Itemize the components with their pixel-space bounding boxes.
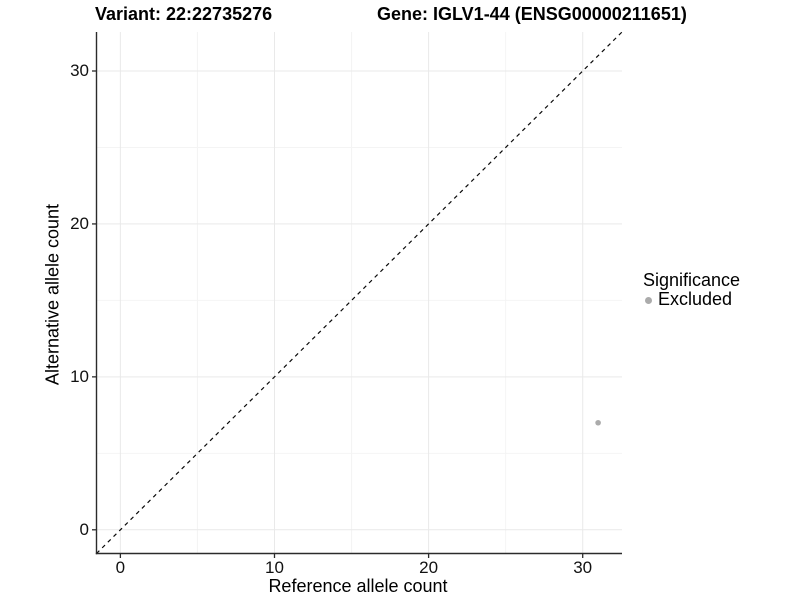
plot-title-gene: Gene: IGLV1-44 (ENSG00000211651)	[377, 4, 687, 24]
x-tick-label: 10	[265, 558, 284, 577]
legend-item-label: Excluded	[658, 289, 733, 309]
identity-dashed-line	[96, 31, 623, 554]
x-tick-label: 30	[573, 558, 593, 577]
x-axis-title: Reference allele count	[268, 576, 448, 596]
y-axis-title: Alternative allele count	[42, 203, 63, 386]
y-tick-label: 0	[79, 519, 89, 539]
y-tick-label: 30	[70, 60, 89, 80]
data-point	[595, 419, 601, 426]
plot-title-variant: Variant: 22:22735276	[95, 4, 273, 24]
legend: Significance Excluded	[641, 271, 740, 309]
legend-point-swatch	[645, 296, 652, 304]
legend-title: Significance	[643, 270, 741, 290]
legend-item-excluded: Excluded	[641, 290, 740, 309]
y-tick-label: 10	[70, 366, 89, 386]
y-tick-label: 20	[70, 213, 89, 233]
x-tick-label: 20	[419, 558, 439, 577]
x-tick-label: 0	[115, 558, 126, 577]
